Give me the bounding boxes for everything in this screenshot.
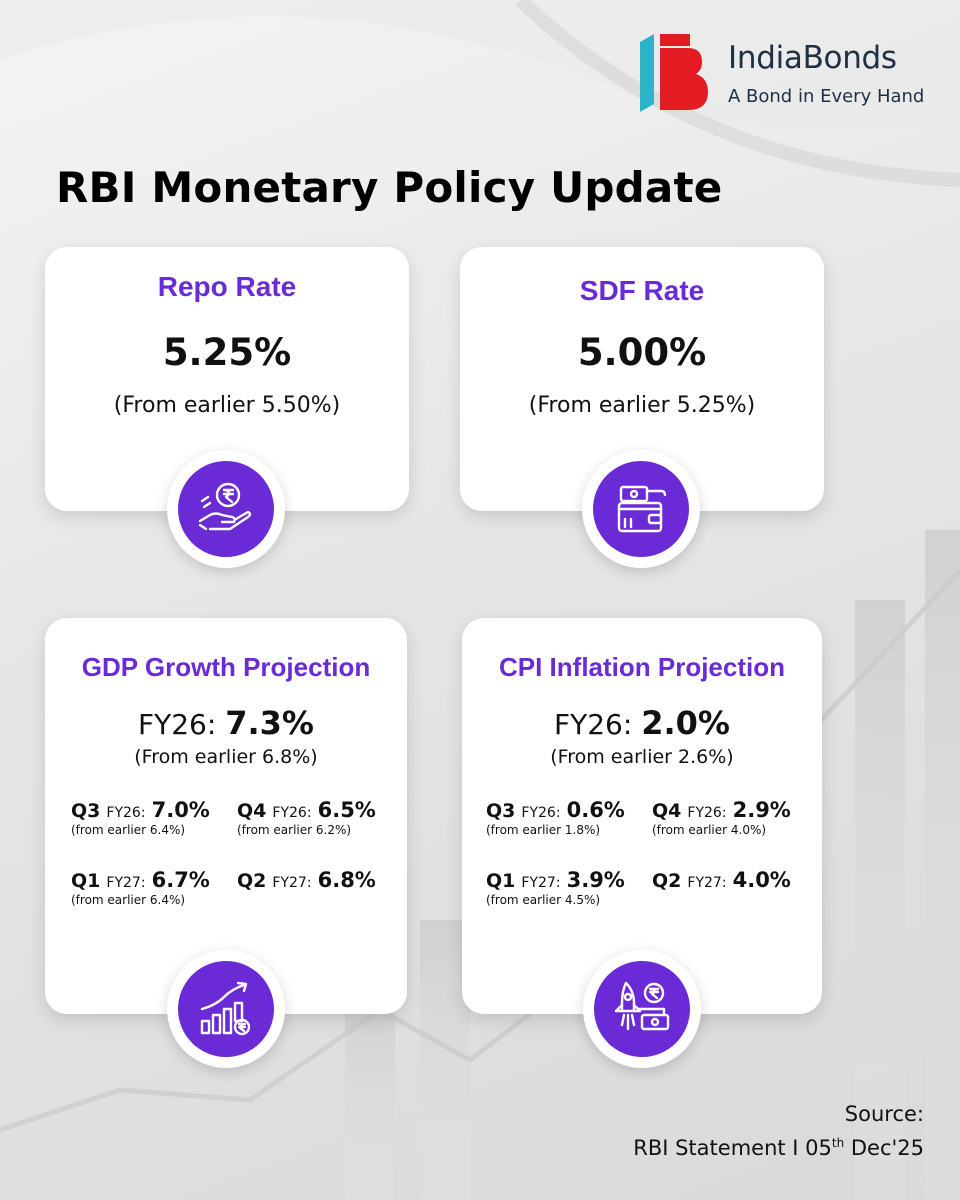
- quarter-cell: Q4 FY26: 2.9% (from earlier 4.0%): [652, 798, 791, 837]
- repo-rate-note: (From earlier 5.50%): [113, 393, 341, 418]
- growth-chart-icon: [200, 981, 251, 1036]
- hand-rupee-coin-icon: [198, 482, 252, 531]
- cpi-fy-value: 2.0%: [641, 704, 730, 742]
- brand-logo: IndiaBonds A Bond in Every Hand: [640, 34, 940, 114]
- quarter-cell: Q1 FY27: 6.7% (from earlier 6.4%): [71, 868, 210, 907]
- bg-bar: [925, 530, 960, 1200]
- card-title: SDF Rate: [579, 275, 705, 306]
- brand-tagline: A Bond in Every Hand: [728, 86, 925, 107]
- gdp-projection-card: GDP Growth Projection FY26: 7.3% (From e…: [45, 618, 407, 1014]
- repo-icon-badge: [167, 450, 285, 568]
- source-label: Source:: [844, 1102, 924, 1126]
- sdf-rate-card: SDF Rate 5.00% (From earlier 5.25%): [460, 247, 824, 511]
- quarter-cell: Q3 FY26: 7.0% (from earlier 6.4%): [71, 798, 210, 837]
- page-title: RBI Monetary Policy Update: [56, 163, 723, 212]
- rocket-money-icon: [614, 981, 670, 1031]
- gdp-fy-value: 7.3%: [225, 704, 314, 742]
- fy-label: FY26:: [138, 708, 217, 741]
- repo-rate-value: 5.25%: [162, 331, 292, 374]
- cpi-projection-card: CPI Inflation Projection FY26: 2.0% (Fro…: [462, 618, 822, 1014]
- quarter-cell: Q4 FY26: 6.5% (from earlier 6.2%): [237, 798, 376, 837]
- bg-bar: [345, 1000, 395, 1200]
- source-note: Source: RBI Statement I 05th Dec'25: [633, 1100, 924, 1163]
- wallet-deposit-icon: [617, 485, 667, 533]
- indiabonds-logo-icon: [640, 34, 708, 112]
- gdp-fy-note: (From earlier 6.8%): [134, 746, 318, 768]
- card-title: Repo Rate: [157, 271, 297, 302]
- sdf-rate-note: (From earlier 5.25%): [528, 393, 756, 418]
- cpi-fy-note: (From earlier 2.6%): [550, 746, 734, 768]
- gdp-fy-line: FY26: 7.3%: [45, 704, 407, 742]
- card-title: CPI Inflation Projection: [498, 652, 785, 682]
- quarter-cell: Q3 FY26: 0.6% (from earlier 1.8%): [486, 798, 625, 837]
- cpi-fy-line: FY26: 2.0%: [462, 704, 822, 742]
- quarter-cell: Q2 FY27: 4.0%: [652, 868, 791, 892]
- source-text: RBI Statement I 05th Dec'25: [633, 1136, 924, 1160]
- bg-bar: [420, 920, 470, 1200]
- brand-name: IndiaBonds: [728, 40, 897, 76]
- cpi-icon-badge: [583, 950, 701, 1068]
- sdf-icon-badge: [582, 450, 700, 568]
- gdp-icon-badge: [167, 950, 285, 1068]
- sdf-rate-value: 5.00%: [577, 331, 707, 374]
- quarter-cell: Q1 FY27: 3.9% (from earlier 4.5%): [486, 868, 625, 907]
- bg-bar: [855, 600, 905, 1200]
- fy-label: FY26:: [554, 708, 633, 741]
- card-title: GDP Growth Projection: [81, 652, 371, 682]
- quarter-cell: Q2 FY27: 6.8%: [237, 868, 376, 892]
